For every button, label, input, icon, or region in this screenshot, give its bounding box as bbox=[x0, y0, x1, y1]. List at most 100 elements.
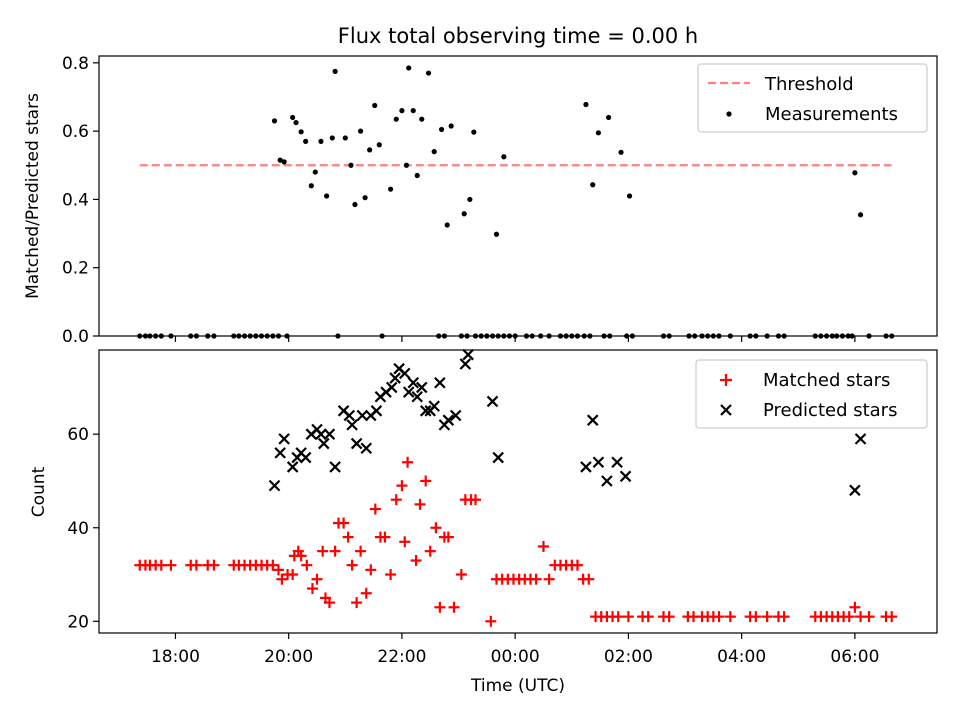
measurement-point bbox=[852, 170, 858, 176]
matched-star-point bbox=[287, 569, 299, 581]
matched-star-point bbox=[543, 573, 555, 585]
measurement-point bbox=[352, 201, 358, 208]
predicted-star-point bbox=[274, 447, 286, 459]
matched-star-point bbox=[323, 597, 335, 609]
predicted-star-point bbox=[411, 390, 423, 403]
matched-star-point bbox=[396, 480, 408, 492]
x-tick-label: 04:00 bbox=[717, 647, 766, 667]
top-y-tick-label: 0.0 bbox=[62, 327, 89, 347]
predicted-star-point bbox=[286, 461, 299, 473]
predicted-star-point bbox=[462, 348, 474, 361]
legend-threshold-label: Threshold bbox=[764, 74, 854, 95]
legend-predicted-swatch bbox=[720, 404, 732, 416]
predicted-star-point bbox=[299, 451, 312, 464]
predicted-star-point bbox=[370, 405, 383, 417]
measurement-point bbox=[312, 169, 318, 175]
x-tick-label: 22:00 bbox=[377, 647, 426, 667]
measurement-point bbox=[324, 193, 330, 199]
measurement-point bbox=[425, 70, 432, 76]
bottom-y-tick-label: 60 bbox=[67, 425, 89, 445]
measurement-point bbox=[342, 135, 348, 141]
matched-star-point bbox=[338, 517, 350, 529]
measurement-point bbox=[281, 159, 287, 165]
matched-star-point bbox=[448, 601, 460, 613]
matched-star-point bbox=[583, 573, 595, 585]
legend-measurements-label: Measurements bbox=[765, 104, 898, 125]
predicted-star-point bbox=[315, 428, 327, 440]
matched-star-point bbox=[724, 611, 736, 623]
measurement-point bbox=[410, 108, 416, 114]
predicted-star-point bbox=[356, 409, 369, 422]
predicted-star-point bbox=[619, 470, 632, 483]
bottom-legend-frame bbox=[695, 359, 928, 429]
predicted-star-point bbox=[428, 400, 440, 412]
legend-matched-label: Matched stars bbox=[763, 370, 890, 391]
matched-star-point bbox=[537, 540, 549, 552]
predicted-star-point bbox=[459, 358, 472, 370]
bottom-y-axis: 20 40 60 bbox=[67, 425, 99, 632]
top-legend: Threshold Measurements bbox=[697, 63, 928, 133]
top-x-axis bbox=[174, 336, 856, 342]
predicted-star-point bbox=[434, 376, 446, 389]
measurement-point bbox=[290, 114, 296, 121]
measurement-point bbox=[393, 116, 399, 122]
x-tick-label: 06:00 bbox=[830, 647, 879, 667]
predicted-star-point bbox=[278, 433, 290, 445]
measurement-point bbox=[298, 129, 304, 135]
measurement-point bbox=[467, 196, 473, 203]
matched-star-point bbox=[571, 559, 583, 571]
measurement-point bbox=[399, 108, 405, 114]
measurement-point bbox=[332, 68, 338, 74]
measurement-point bbox=[372, 102, 378, 109]
measurement-point bbox=[388, 186, 394, 192]
bottom-y-axis-label: Count bbox=[29, 466, 49, 517]
matched-star-point bbox=[849, 601, 861, 613]
measurement-point bbox=[406, 65, 412, 71]
predicted-star-point bbox=[350, 437, 363, 450]
matched-star-point bbox=[342, 531, 354, 543]
matched-star-point bbox=[750, 611, 762, 623]
top-y-tick-label: 0.6 bbox=[62, 122, 89, 142]
measurement-point bbox=[583, 101, 589, 108]
predicted-star-point bbox=[449, 409, 462, 422]
legend-predicted-label: Predicted stars bbox=[763, 400, 897, 421]
measurement-point bbox=[403, 162, 410, 168]
measurement-point bbox=[318, 138, 324, 144]
matched-star-point bbox=[843, 611, 855, 623]
predicted-star-point bbox=[419, 405, 432, 417]
matched-star-point bbox=[276, 573, 288, 585]
matched-star-point bbox=[434, 601, 446, 613]
predicted-star-point bbox=[854, 433, 867, 445]
top-y-tick-label: 0.4 bbox=[62, 190, 89, 210]
measurement-point bbox=[277, 157, 283, 163]
predicted-star-point bbox=[360, 442, 373, 455]
matched-star-point bbox=[385, 569, 397, 581]
matched-star-point bbox=[530, 573, 542, 585]
matched-star-point bbox=[886, 611, 898, 623]
matched-star-point bbox=[360, 587, 372, 599]
measurement-point bbox=[419, 116, 425, 122]
matched-star-point bbox=[267, 559, 279, 571]
measurement-point bbox=[471, 129, 477, 135]
predicted-star-point bbox=[385, 381, 398, 394]
measurement-point bbox=[595, 130, 602, 136]
predicted-star-point bbox=[268, 479, 281, 492]
measurement-point bbox=[271, 118, 278, 124]
measurement-point bbox=[605, 114, 612, 121]
matched-star-point bbox=[351, 597, 363, 609]
matched-star-point bbox=[420, 475, 432, 487]
matched-star-point bbox=[622, 611, 634, 623]
predicted-star-point bbox=[415, 381, 428, 394]
matched-star-point bbox=[612, 611, 624, 623]
predicted-star-point bbox=[329, 461, 341, 473]
chart-title: Flux total observing time = 0.00 h bbox=[338, 24, 698, 48]
predicted-star-point bbox=[343, 409, 356, 422]
matched-star-point bbox=[295, 550, 307, 562]
matched-star-point bbox=[410, 554, 422, 566]
predicted-star-point bbox=[849, 484, 861, 497]
measurement-point bbox=[493, 231, 500, 237]
matched-star-point bbox=[190, 559, 202, 571]
predicted-star-point bbox=[580, 461, 592, 473]
x-tick-label: 00:00 bbox=[491, 647, 540, 667]
